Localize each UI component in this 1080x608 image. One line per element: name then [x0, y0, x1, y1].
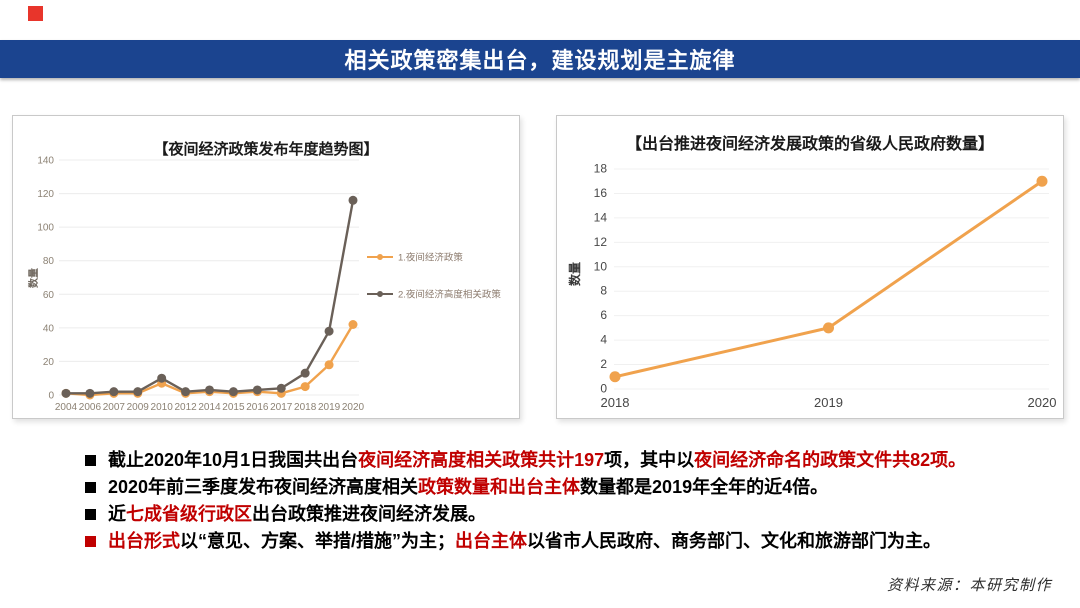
y-tick-label: 16 — [594, 186, 608, 200]
data-point — [300, 382, 310, 392]
x-tick-label: 2018 — [294, 402, 317, 413]
x-tick-label: 2019 — [814, 395, 843, 410]
data-point — [1036, 175, 1048, 187]
data-point — [85, 388, 95, 398]
y-tick-label: 20 — [43, 357, 55, 368]
title-bar: 相关政策密集出台，建设规划是主旋律 — [0, 40, 1080, 78]
chart-title: 【夜间经济政策发布年度趋势图】 — [153, 140, 378, 158]
y-tick-label: 0 — [600, 382, 607, 396]
data-point — [252, 385, 262, 395]
x-tick-label: 2004 — [55, 402, 78, 413]
square-bullet-icon — [85, 509, 96, 520]
page-title: 相关政策密集出台，建设规划是主旋律 — [344, 48, 736, 73]
square-bullet-icon — [85, 455, 96, 466]
y-tick-label: 100 — [37, 223, 54, 234]
data-point — [300, 368, 310, 378]
square-bullet-icon — [85, 482, 96, 493]
bullet-text: 出台形式以“意见、方案、举措/措施”为主；出台主体以省市人民政府、商务部门、文化… — [108, 531, 941, 551]
data-point — [61, 388, 71, 398]
y-axis-label: 数量 — [27, 268, 40, 288]
x-tick-label: 2018 — [601, 395, 630, 410]
bullet-text: 近七成省级行政区出台政策推进夜间经济发展。 — [108, 504, 486, 524]
line-chart-provincial-governments: 【出台推进夜间经济发展政策的省级人民政府数量】 0 2 4 6 8 10 12 14 16 18 20… — [567, 134, 1057, 410]
y-tick-label: 60 — [43, 290, 55, 301]
series-line — [64, 199, 355, 395]
y-tick-label: 18 — [594, 162, 608, 176]
x-tick-label: 2015 — [222, 402, 245, 413]
data-point — [823, 322, 834, 334]
data-point — [324, 360, 334, 370]
bullet-item: 2020年前三季度发布夜间经济高度相关政策数量和出台主体数量都是2019年全年的… — [85, 474, 1070, 501]
data-point — [205, 385, 214, 395]
chart-panel-policy-trend: 【夜间经济政策发布年度趋势图】 0 20 40 60 80 100 120 140 2004 200… — [12, 115, 520, 419]
red-square-decoration — [28, 6, 43, 21]
y-tick-label: 4 — [600, 333, 607, 347]
x-tick-label: 2007 — [103, 402, 126, 413]
bullet-item: 截止2020年10月1日我国共出台夜间经济高度相关政策共计197项，其中以夜间经… — [85, 447, 1070, 474]
data-point — [348, 320, 358, 329]
data-point — [276, 383, 286, 393]
y-tick-label: 140 — [37, 156, 54, 167]
x-tick-label: 2020 — [342, 402, 365, 413]
y-tick-label: 120 — [37, 189, 54, 200]
series-line — [613, 179, 1044, 379]
y-tick-label: 14 — [594, 210, 608, 224]
square-bullet-icon — [85, 536, 96, 547]
data-point — [324, 326, 334, 336]
y-tick-label: 10 — [594, 259, 608, 273]
y-tick-label: 0 — [48, 391, 54, 402]
legend-label: 1.夜间经济政策 — [398, 252, 463, 264]
x-tick-label: 2010 — [151, 402, 174, 413]
data-point — [157, 373, 167, 383]
y-tick-label: 8 — [600, 284, 607, 298]
x-tick-label: 2016 — [246, 402, 269, 413]
legend-marker-icon — [377, 254, 383, 260]
y-tick-label: 40 — [43, 323, 55, 334]
y-tick-label: 2 — [600, 357, 607, 371]
legend-label: 2.夜间经济高度相关政策 — [398, 289, 501, 301]
data-point — [109, 387, 119, 397]
series-line — [64, 323, 355, 397]
bullet-list: 截止2020年10月1日我国共出台夜间经济高度相关政策共计197项，其中以夜间经… — [85, 447, 1070, 555]
chart-panel-provincial-governments: 【出台推进夜间经济发展政策的省级人民政府数量】 0 2 4 6 8 10 12 14 16 18 20… — [556, 115, 1064, 419]
data-point — [133, 387, 143, 397]
y-tick-label: 12 — [594, 235, 608, 249]
x-tick-label: 2019 — [318, 402, 341, 413]
bullet-text: 截止2020年10月1日我国共出台夜间经济高度相关政策共计197项，其中以夜间经… — [108, 450, 967, 470]
data-point — [348, 195, 358, 205]
x-tick-label: 2017 — [270, 402, 293, 413]
source-note: 资料来源：本研究制作 — [886, 578, 1052, 594]
x-tick-label: 2006 — [79, 402, 102, 413]
legend-marker-icon — [377, 291, 383, 297]
x-tick-label: 2014 — [198, 402, 221, 413]
data-point — [609, 371, 621, 383]
bullet-item: 出台形式以“意见、方案、举措/措施”为主；出台主体以省市人民政府、商务部门、文化… — [85, 528, 1070, 555]
bullet-item: 近七成省级行政区出台政策推进夜间经济发展。 — [85, 501, 1070, 528]
bullet-text: 2020年前三季度发布夜间经济高度相关政策数量和出台主体数量都是2019年全年的… — [108, 477, 829, 497]
y-axis-label: 数量 — [567, 262, 582, 286]
data-point — [181, 387, 191, 397]
y-tick-label: 6 — [600, 308, 607, 322]
y-tick-label: 80 — [43, 256, 55, 267]
x-tick-label: 2012 — [174, 402, 197, 413]
data-point — [228, 387, 238, 397]
chart-title: 【出台推进夜间经济发展政策的省级人民政府数量】 — [626, 134, 994, 153]
x-tick-label: 2020 — [1028, 395, 1057, 410]
x-tick-label: 2009 — [127, 402, 150, 413]
